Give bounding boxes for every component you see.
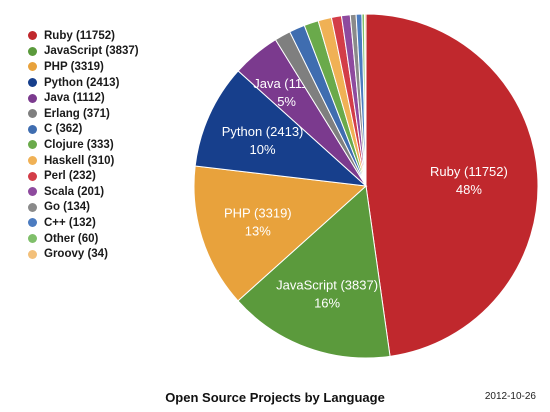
legend-item: Go (134) [28,200,139,216]
legend-item: Ruby (11752) [28,28,139,44]
legend-swatch [28,62,37,72]
slice-label: Ruby (11752) [430,164,508,179]
legend-swatch [28,156,37,166]
legend-swatch [28,93,37,103]
slice-percent: 5% [277,94,296,109]
legend-item: Scala (201) [28,184,139,200]
legend-item: Haskell (310) [28,153,139,169]
slice-php [193,165,368,302]
legend-swatch [28,249,37,259]
slice-label: PHP (3319) [224,205,292,220]
legend-swatch [28,171,37,181]
legend-swatch [28,124,37,134]
legend-label: Python (2413) [44,76,120,89]
legend-swatch [28,187,37,197]
legend-swatch [28,218,37,228]
legend-label: Groovy (34) [44,248,108,261]
legend-label: Go (134) [44,201,91,214]
legend-label: C++ (132) [44,216,96,229]
legend-label: Ruby (11752) [44,29,115,42]
legend-label: Other (60) [44,232,99,245]
slice-percent: 16% [314,296,340,311]
slice-javascript [237,185,391,359]
slice-percent: 10% [250,142,276,157]
legend-label: C (362) [44,123,83,136]
legend-item: C++ (132) [28,215,139,231]
slice-ruby [365,13,539,357]
legend-label: PHP (3319) [44,60,104,73]
legend-swatch [28,202,37,212]
legend-swatch [28,78,37,88]
legend-swatch [28,109,37,119]
legend-label: JavaScript (3837) [44,45,139,58]
legend-label: Scala (201) [44,185,105,198]
legend-swatch [28,234,37,244]
legend-label: Erlang (371) [44,107,110,120]
legend-label: Clojure (333) [44,138,114,151]
chart-date: 2012-10-26 [484,391,536,402]
slice-percent: 48% [456,182,482,197]
slice-groovy [364,13,367,187]
legend-label: Haskell (310) [44,154,115,167]
legend-label: Java (1112) [44,92,105,105]
legend-item: Erlang (371) [28,106,139,122]
legend-item: Java (1112) [28,90,139,106]
slice-python [194,70,368,187]
slice-percent: 13% [245,223,271,238]
legend-item: C (362) [28,122,139,138]
legend-item: Groovy (34) [28,246,139,262]
slice-label: JavaScript (3837) [276,278,378,293]
legend-swatch [28,46,37,56]
legend-item: PHP (3319) [28,59,139,75]
legend-label: Perl (232) [44,170,96,183]
legend-swatch [28,140,37,150]
legend-item: Python (2413) [28,75,139,91]
legend-item: Other (60) [28,231,139,247]
chart-title: Open Source Projects by Language [165,390,385,405]
legend: Ruby (11752) JavaScript (3837) PHP (3319) P… [28,28,139,262]
legend-item: Clojure (333) [28,137,139,153]
legend-item: Perl (232) [28,168,139,184]
legend-item: JavaScript (3837) [28,44,139,60]
legend-swatch [28,31,37,41]
slice-label: Python (2413) [222,124,304,139]
